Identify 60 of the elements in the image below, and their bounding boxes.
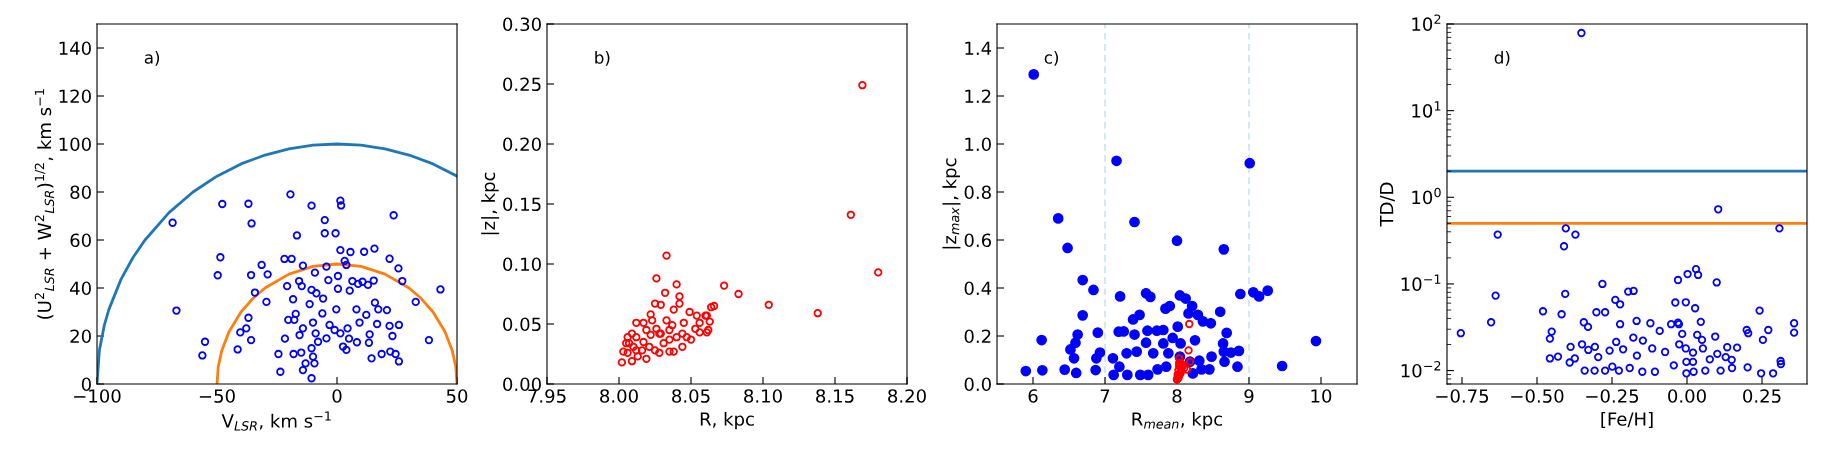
y-tick-label: 0.0 xyxy=(964,377,991,392)
x-tick-label: 8.10 xyxy=(744,389,782,403)
y-tick-label: 10$^{2}$ xyxy=(1412,14,1441,31)
x-tick-label: 9 xyxy=(1244,389,1254,403)
y-axis-title: |z|, kpc xyxy=(481,172,500,235)
x-axis-title: R, kpc xyxy=(700,411,754,430)
y-tick-label: 80 xyxy=(70,185,91,200)
y-tick-label: 0.8 xyxy=(964,185,991,200)
y-tick-label: 0.10 xyxy=(503,257,541,272)
x-tick-label: 0 xyxy=(332,389,342,403)
y-tick-label: 10$^{−2}$ xyxy=(1401,361,1441,378)
y-tick-label: 1.0 xyxy=(965,137,991,152)
y-tick-label: 0 xyxy=(81,377,91,392)
x-tick-label: 6 xyxy=(1028,389,1038,403)
x-tick-label: −100 xyxy=(74,389,121,403)
x-tick-label: −0.25 xyxy=(1586,389,1639,403)
annotation: d) xyxy=(1494,50,1510,66)
y-tick-label: 0.25 xyxy=(503,77,541,92)
x-tick-label: 10 xyxy=(1311,389,1332,403)
y-tick-label: 0.00 xyxy=(503,377,541,392)
y-axis-title: TD/D xyxy=(1380,182,1395,227)
x-tick-label: 7 xyxy=(1100,389,1110,403)
y-tick-label: 10$^{0}$ xyxy=(1412,187,1441,205)
y-tick-label: 0.30 xyxy=(503,17,541,32)
y-tick-label: 100 xyxy=(59,137,91,152)
y-tick-label: 1.2 xyxy=(965,89,991,103)
x-tick-label: 8.00 xyxy=(600,389,638,403)
x-tick-label: −0.50 xyxy=(1511,389,1564,403)
y-tick-label: 0.15 xyxy=(503,197,541,212)
y-tick-label: 60 xyxy=(70,233,91,248)
x-tick-label: 7.95 xyxy=(528,389,566,403)
x-axis-title: R$_{mean}$, kpc xyxy=(1132,411,1223,430)
y-tick-label: 0.20 xyxy=(503,137,541,152)
x-axis-title: [Fe/H] xyxy=(1601,411,1653,428)
x-tick-label: 0.25 xyxy=(1743,389,1781,403)
y-tick-label: 10$^{1}$ xyxy=(1412,101,1441,118)
y-tick-label: 0.6 xyxy=(964,233,991,248)
x-tick-label: −0.75 xyxy=(1436,389,1489,403)
y-tick-label: 1.4 xyxy=(965,41,992,55)
x-tick-label: 8.15 xyxy=(816,389,854,403)
annotation: c) xyxy=(1044,50,1059,66)
y-tick-label: 0.4 xyxy=(964,281,992,296)
x-tick-label: 8.20 xyxy=(888,389,926,403)
x-axis-title: V$_{LSR}$, km s$^{−1}$ xyxy=(221,411,331,431)
y-tick-label: 20 xyxy=(70,329,91,344)
x-tick-label: 50 xyxy=(446,389,468,403)
annotation: a) xyxy=(144,50,160,66)
y-tick-label: 140 xyxy=(59,41,91,56)
y-tick-label: 0.2 xyxy=(964,329,991,344)
y-tick-label: 0.05 xyxy=(503,317,541,332)
x-tick-label: 0.00 xyxy=(1668,389,1706,403)
y-tick-label: 120 xyxy=(59,89,91,104)
y-axis-title: |z$_{max}$|, kpc xyxy=(942,158,961,249)
x-tick-label: −50 xyxy=(199,389,235,403)
annotation: b) xyxy=(595,50,610,66)
x-tick-label: 8.05 xyxy=(672,389,710,403)
y-tick-label: 10$^{−1}$ xyxy=(1401,274,1441,291)
text: (U$^{2}$$_{LSR}$ + W$^{2}$$_{LSR}$)$^{1/2}$, km s$^{−1}$ xyxy=(34,89,55,319)
x-tick-label: 8 xyxy=(1172,389,1182,403)
y-tick-label: 40 xyxy=(70,281,91,296)
